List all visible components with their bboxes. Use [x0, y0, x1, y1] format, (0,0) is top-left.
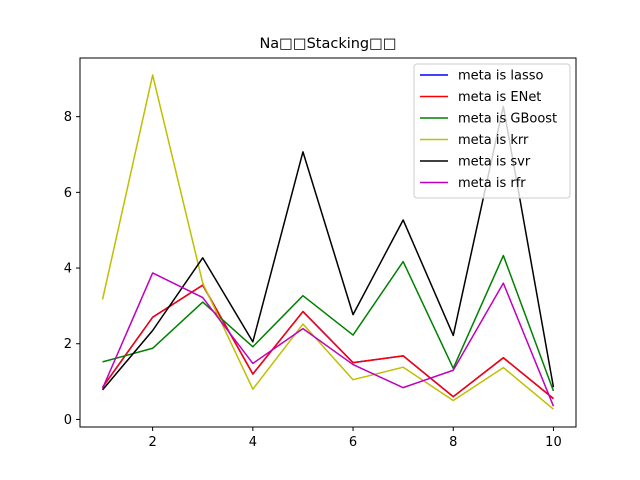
series-line-meta-is-gboost — [102, 254, 555, 392]
series-lines — [101, 74, 555, 410]
y-axis: 0 2 4 6 8 — [64, 110, 80, 428]
chart-title: Na□□Stacking□□ — [259, 36, 396, 52]
plot-area-frame — [79, 57, 577, 428]
x-tick-label: 10 — [545, 435, 562, 450]
series-line-meta-is-svr — [101, 105, 555, 391]
legend-entry-label: meta is svr — [458, 155, 531, 170]
y-tick-label: 6 — [64, 186, 72, 201]
series-line-meta-is-rfr — [101, 272, 555, 407]
y-tick-label: 4 — [64, 262, 72, 277]
series-line-meta-is-krr — [101, 74, 554, 410]
legend-entry-label: meta is ENet — [458, 90, 541, 105]
y-tick-label: 8 — [64, 110, 72, 125]
series-line-meta-is-enet — [101, 284, 554, 400]
x-tick-label: 6 — [349, 435, 357, 450]
legend-entry-label: meta is GBoost — [458, 112, 557, 127]
x-tick-label: 2 — [149, 435, 157, 450]
x-axis: 2 4 6 8 10 — [149, 427, 562, 450]
y-tick-label: 0 — [64, 413, 72, 428]
y-tick-label: 2 — [64, 337, 72, 352]
legend-entry-label: meta is krr — [458, 133, 529, 148]
x-tick-label: 4 — [249, 435, 257, 450]
legend-entry-label: meta is rfr — [458, 176, 526, 191]
x-tick-label: 8 — [449, 435, 457, 450]
legend-entry-label: meta is lasso — [458, 69, 543, 84]
legend: meta is lasso meta is ENet meta is GBoost m… — [413, 63, 571, 199]
legend-box — [413, 63, 571, 199]
